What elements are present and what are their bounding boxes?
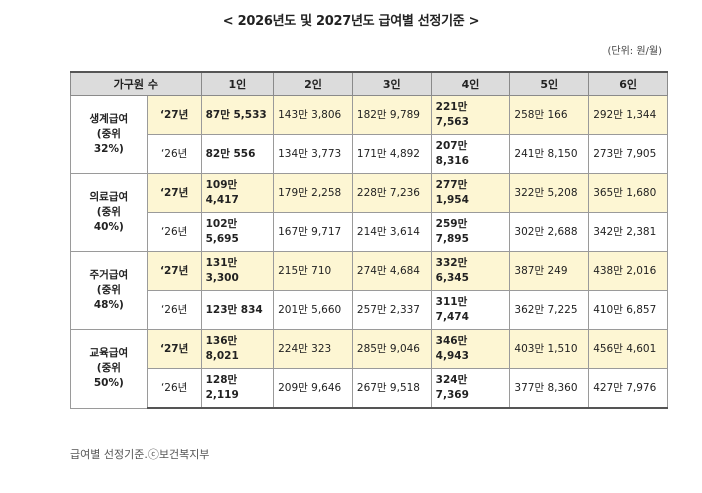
amount-cell: 182만 9,789 (351, 95, 432, 135)
table-row: 주거급여 (중위 48%) ‘27년 131만 3,300 215만 710 274만 … (70, 251, 668, 330)
page-title: < 2026년도 및 2027년도 급여별 선정기준 > (222, 14, 480, 29)
table-header-row: 가구원 수 1인 2인 3인 4인 5인 6인 (70, 71, 668, 96)
year-cell: ‘27년 (146, 251, 202, 291)
amount-cell: 258만 166 (509, 95, 590, 135)
benefit-category: 교육급여 (중위 50%) (70, 329, 148, 409)
unit-label: (단위: 원/월) (607, 46, 662, 57)
amount-cell: 438만 2,016 (588, 251, 668, 291)
amount-cell: 167만 9,717 (273, 212, 353, 252)
amount-cell: 214만 3,614 (351, 212, 432, 252)
selection-criteria-table: 가구원 수 1인 2인 3인 4인 5인 6인 생계급여 (중위 32%) ‘27… (70, 71, 668, 409)
amount-cell: 257만 2,337 (351, 290, 432, 330)
amount-cell: 179만 2,258 (273, 173, 353, 213)
amount-cell: 362만 7,225 (509, 290, 590, 330)
year-cell: ‘26년 (146, 290, 202, 330)
amount-cell: 292만 1,344 (588, 95, 668, 135)
amount-cell: 365만 1,680 (588, 173, 668, 213)
amount-cell: 209만 9,646 (273, 368, 353, 409)
amount-cell: 311만 7,474 (430, 290, 511, 330)
table-row: ‘26년 128만 2,119 209만 9,646 267만 9,518 324만 7… (71, 368, 668, 409)
amount-cell: 215만 710 (273, 251, 353, 291)
amount-cell: 277만 1,954 (430, 173, 511, 213)
amount-cell: 221만 7,563 (430, 95, 511, 135)
amount-cell: 224만 323 (273, 329, 353, 369)
table-row: 교육급여 (중위 50%) ‘27년 136만 8,021 224만 323 285만 … (70, 329, 668, 409)
amount-cell: 259만 7,895 (430, 212, 511, 252)
source-caption: 급여별 선정기준.ⓒ보건복지부 (70, 448, 210, 461)
amount-cell: 87만 5,533 (200, 95, 275, 135)
amount-cell: 136만 8,021 (200, 329, 275, 369)
amount-cell: 134만 3,773 (273, 134, 353, 174)
table-row: 의료급여 (중위 40%) ‘27년 109만 4,417 179만 2,258 228… (70, 173, 668, 252)
amount-cell: 285만 9,046 (351, 329, 432, 369)
amount-cell: 403만 1,510 (509, 329, 590, 369)
amount-cell: 201만 5,660 (273, 290, 353, 330)
benefit-category: 생계급여 (중위 32%) (70, 95, 148, 174)
year-cell: ‘27년 (146, 329, 202, 369)
amount-cell: 241만 8,150 (509, 134, 590, 174)
header-household-size: 가구원 수 (70, 71, 202, 96)
amount-cell: 131만 3,300 (200, 251, 275, 291)
year-cell: ‘27년 (146, 95, 202, 135)
amount-cell: 324만 7,369 (430, 368, 511, 409)
amount-cell: 267만 9,518 (351, 368, 432, 409)
amount-cell: 322만 5,208 (509, 173, 590, 213)
amount-cell: 342만 2,381 (588, 212, 668, 252)
header-2-person: 2인 (273, 71, 353, 96)
amount-cell: 456만 4,601 (588, 329, 668, 369)
amount-cell: 273만 7,905 (588, 134, 668, 174)
amount-cell: 102만 5,695 (200, 212, 275, 252)
year-cell: ‘26년 (146, 212, 202, 252)
table-row: ‘26년 82만 556 134만 3,773 171만 4,892 207만 8,31… (71, 134, 668, 174)
table-row: ‘26년 102만 5,695 167만 9,717 214만 3,614 259만 7… (71, 212, 668, 252)
amount-cell: 332만 6,345 (430, 251, 511, 291)
benefit-category: 주거급여 (중위 48%) (70, 251, 148, 330)
amount-cell: 346만 4,943 (430, 329, 511, 369)
amount-cell: 143만 3,806 (273, 95, 353, 135)
amount-cell: 109만 4,417 (200, 173, 275, 213)
amount-cell: 123만 834 (200, 290, 275, 330)
amount-cell: 387만 249 (509, 251, 590, 291)
table-row: 생계급여 (중위 32%) ‘27년 87만 5,533 143만 3,806 182만… (70, 95, 668, 174)
header-3-person: 3인 (351, 71, 432, 96)
amount-cell: 302만 2,688 (509, 212, 590, 252)
year-cell: ‘26년 (146, 134, 202, 174)
benefit-category: 의료급여 (중위 40%) (70, 173, 148, 252)
amount-cell: 228만 7,236 (351, 173, 432, 213)
amount-cell: 82만 556 (200, 134, 275, 174)
year-cell: ‘26년 (146, 368, 202, 409)
amount-cell: 128만 2,119 (200, 368, 275, 409)
amount-cell: 427만 7,976 (588, 368, 668, 409)
header-6-person: 6인 (588, 71, 668, 96)
amount-cell: 377만 8,360 (509, 368, 590, 409)
header-1-person: 1인 (200, 71, 275, 96)
amount-cell: 171만 4,892 (351, 134, 432, 174)
table-row: ‘26년 123만 834 201만 5,660 257만 2,337 311만 7,4… (71, 290, 668, 330)
year-cell: ‘27년 (146, 173, 202, 213)
amount-cell: 207만 8,316 (430, 134, 511, 174)
header-5-person: 5인 (509, 71, 590, 96)
header-4-person: 4인 (430, 71, 511, 96)
amount-cell: 274만 4,684 (351, 251, 432, 291)
amount-cell: 410만 6,857 (588, 290, 668, 330)
